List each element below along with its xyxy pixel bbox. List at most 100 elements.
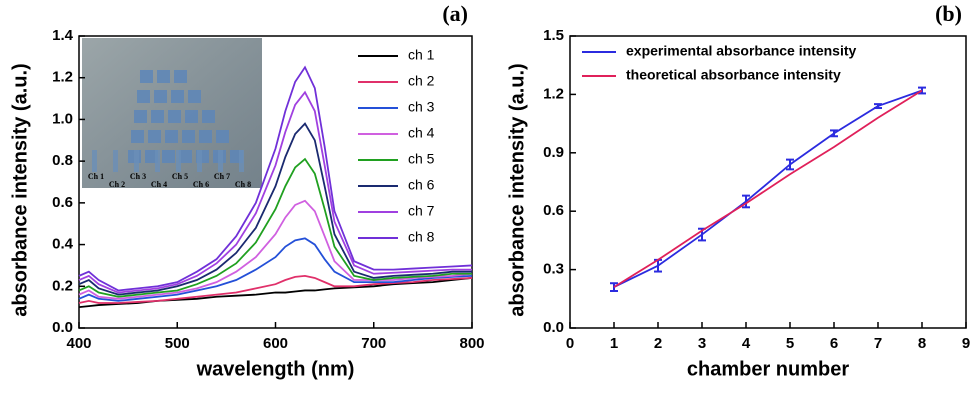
y-tick-label: 1.5: [543, 27, 564, 44]
series-line: [78, 122, 472, 296]
inset-chamber: [165, 130, 178, 143]
inset-chamber: [131, 130, 144, 143]
y-axis-title: absorbance intensity (a.u.): [506, 63, 528, 316]
y-tick-label: 0.0: [52, 319, 73, 336]
series-line: [78, 237, 473, 302]
x-tick-label: 0: [566, 335, 574, 352]
legend-label: theoretical absorbance intensity: [626, 67, 841, 83]
y-tick-label: 0.0: [543, 319, 564, 336]
series-line: [78, 65, 473, 292]
inset-chamber: [145, 150, 158, 163]
y-axis-title: absorbance intensity (a.u.): [9, 63, 31, 316]
legend-label: ch 3: [408, 99, 435, 115]
y-tick-label: 0.8: [52, 152, 73, 169]
x-tick-label: 8: [918, 335, 926, 352]
y-tick-label: 1.2: [543, 85, 564, 102]
inset-chamber: [179, 150, 192, 163]
x-tick-label: 500: [165, 335, 190, 352]
error-bar: [786, 158, 794, 171]
error-bar: [918, 86, 926, 95]
inset-label: Ch 4: [151, 180, 167, 189]
legend-label: ch 5: [408, 151, 435, 167]
y-tick-label: 1.2: [52, 69, 73, 86]
x-tick-label: 4: [742, 335, 751, 352]
inset-channel: [239, 150, 244, 172]
x-tick-label: 2: [654, 335, 662, 352]
inset-chamber: [151, 110, 164, 123]
inset-channel: [92, 150, 97, 172]
y-tick-label: 0.4: [52, 236, 74, 253]
series-line: [78, 277, 473, 309]
inset-chamber: [182, 130, 195, 143]
panel-label: (b): [935, 1, 962, 26]
inset-chamber: [154, 90, 167, 103]
x-tick-label: 800: [459, 335, 484, 352]
x-tick-label: 5: [786, 335, 794, 352]
inset-channel: [113, 150, 118, 172]
legend-label: ch 7: [408, 203, 435, 219]
legend-label: ch 1: [408, 47, 435, 63]
inset-chamber: [140, 70, 153, 83]
inset-chamber: [171, 90, 184, 103]
series-line: [613, 89, 923, 288]
inset-channel: [197, 150, 202, 172]
inset-chamber: [162, 150, 175, 163]
inset-label: Ch 6: [193, 180, 209, 189]
x-axis-title: wavelength (nm): [196, 358, 355, 380]
y-tick-label: 0.3: [543, 261, 564, 278]
y-tick-label: 1.4: [52, 27, 74, 44]
legend-label: experimental absorbance intensity: [626, 43, 857, 59]
x-tick-label: 1: [610, 335, 618, 352]
inset-label: Ch 8: [235, 180, 251, 189]
y-tick-label: 0.2: [52, 277, 73, 294]
legend-label: ch 4: [408, 125, 435, 141]
inset-label: Ch 1: [88, 172, 104, 181]
x-tick-label: 9: [962, 335, 970, 352]
y-tick-label: 0.6: [543, 202, 564, 219]
inset-channel: [218, 150, 223, 172]
legend-label: ch 2: [408, 73, 435, 89]
x-tick-label: 600: [263, 335, 288, 352]
inset-chamber: [202, 110, 215, 123]
panel-label: (a): [442, 1, 468, 26]
inset-chamber: [185, 110, 198, 123]
inset-label: Ch 3: [130, 172, 146, 181]
y-tick-label: 0.9: [543, 144, 564, 161]
inset-chamber: [216, 130, 229, 143]
inset-chamber: [148, 130, 161, 143]
plot-frame: [569, 35, 967, 329]
error-bar: [830, 129, 838, 138]
legend-label: ch 6: [408, 177, 435, 193]
x-tick-label: 6: [830, 335, 838, 352]
series-line: [78, 274, 473, 304]
inset-chamber: [157, 70, 170, 83]
y-tick-label: 1.0: [52, 110, 73, 127]
series-line: [78, 157, 472, 298]
series-line: [613, 89, 923, 288]
error-bar: [742, 194, 750, 209]
x-tick-label: 400: [66, 335, 91, 352]
inset-photo: [82, 38, 262, 188]
legend-label: ch 8: [408, 229, 435, 245]
inset-label: Ch 7: [214, 172, 230, 181]
series-line: [78, 90, 472, 294]
inset-channel: [155, 150, 160, 172]
inset-channel: [134, 150, 139, 172]
inset-chamber: [168, 110, 181, 123]
inset-channel: [176, 150, 181, 172]
inset-chamber: [199, 130, 212, 143]
inset-chambers: [92, 70, 244, 172]
y-tick-label: 0.6: [52, 194, 73, 211]
x-axis-title: chamber number: [687, 358, 849, 380]
error-bar: [874, 103, 882, 110]
inset-chamber: [174, 70, 187, 83]
x-tick-label: 700: [361, 335, 386, 352]
inset-label: Ch 2: [109, 180, 125, 189]
series-line: [78, 199, 473, 300]
inset-chamber: [188, 90, 201, 103]
inset-chamber: [137, 90, 150, 103]
x-tick-label: 7: [874, 335, 882, 352]
x-tick-label: 3: [698, 335, 706, 352]
inset-chamber: [134, 110, 147, 123]
